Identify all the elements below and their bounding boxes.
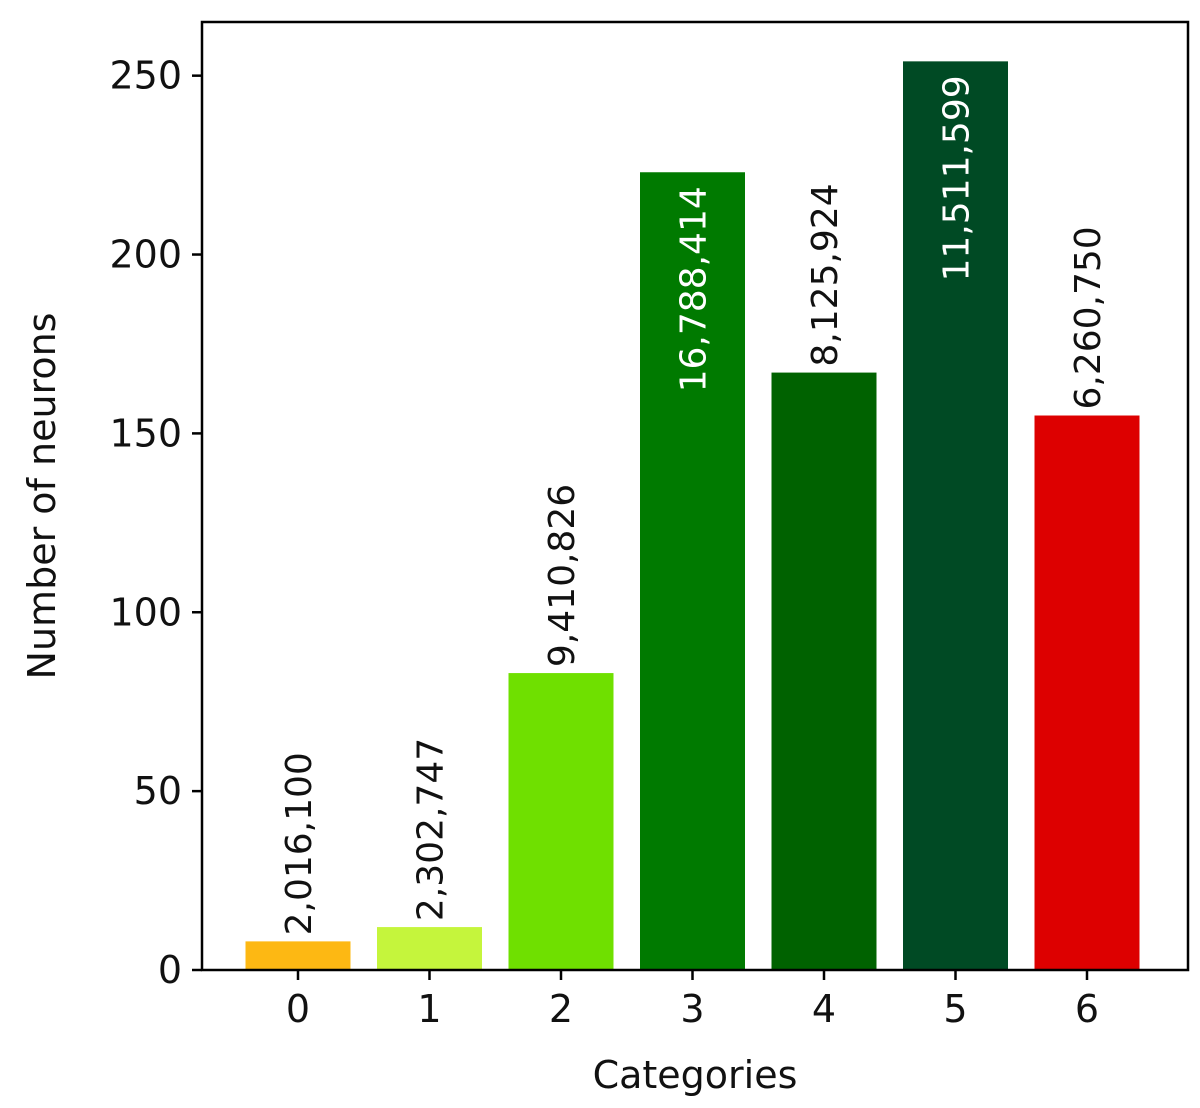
- bar-3: [640, 172, 745, 971]
- x-tick-label-1: 1: [417, 987, 441, 1031]
- x-tick-label-2: 2: [549, 987, 573, 1031]
- x-tick-label-5: 5: [943, 987, 967, 1031]
- y-tick-label-0: 0: [158, 948, 182, 992]
- bar-value-label-2: 9,410,826: [542, 484, 583, 667]
- x-tick-label-4: 4: [812, 987, 836, 1031]
- y-axis-label: Number of neurons: [20, 313, 64, 680]
- y-tick-label-50: 50: [134, 769, 182, 813]
- y-tick-label-250: 250: [109, 54, 182, 98]
- bar-0: [245, 941, 351, 970]
- x-axis: 0 1 2 3 4 5 6: [286, 970, 1099, 1031]
- bar-5: [903, 61, 1008, 970]
- bar-value-label-5: 11,511,599: [937, 75, 978, 281]
- y-tick-label-100: 100: [109, 590, 182, 634]
- bar-2: [508, 673, 614, 970]
- x-tick-label-0: 0: [286, 987, 310, 1031]
- y-tick-label-150: 150: [109, 411, 182, 455]
- bar-6: [1034, 415, 1140, 971]
- plot-frame: [200, 20, 1190, 972]
- bar-value-label-0: 2,016,100: [279, 752, 320, 935]
- bar-4: [771, 372, 877, 970]
- bar-value-label-6: 6,260,750: [1068, 226, 1109, 409]
- y-axis: 0 50 100 150 200 250: [109, 54, 202, 992]
- bar-labels-group: 2,016,100 2,302,747 9,410,826 16,788,414 8,1…: [279, 75, 1109, 935]
- bar-1: [377, 927, 482, 970]
- bar-value-label-3: 16,788,414: [674, 186, 715, 392]
- bar-value-label-1: 2,302,747: [411, 738, 452, 921]
- x-axis-label: Categories: [593, 1053, 798, 1097]
- bars-group: [245, 61, 1140, 971]
- bar-value-label-4: 8,125,924: [805, 183, 846, 366]
- x-tick-label-6: 6: [1075, 987, 1099, 1031]
- y-tick-label-200: 200: [109, 233, 182, 277]
- x-tick-label-3: 3: [680, 987, 704, 1031]
